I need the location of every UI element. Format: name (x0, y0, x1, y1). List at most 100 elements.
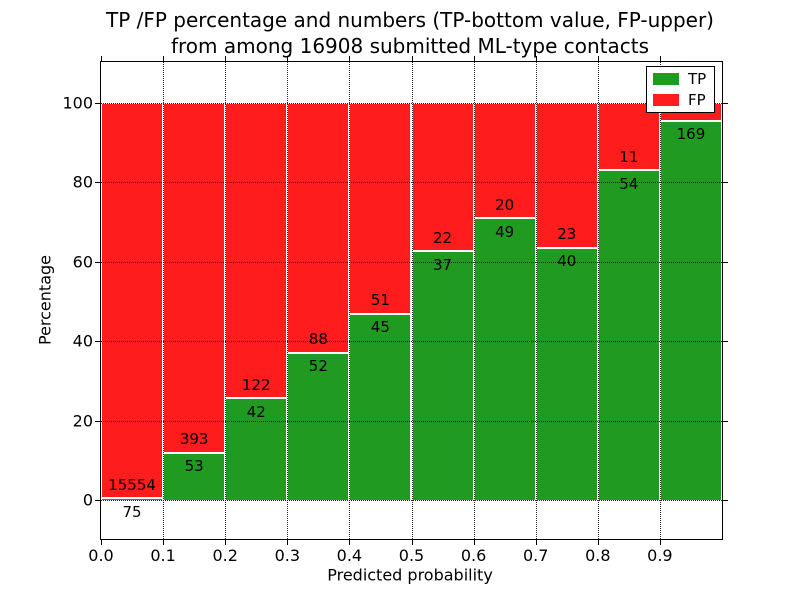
gridline-vertical (349, 62, 351, 539)
x-tick-mark-top (411, 55, 413, 61)
x-tick-mark-top (349, 55, 351, 61)
legend-label-tp: TP (688, 69, 707, 88)
fp-count-label: 88 (308, 330, 328, 349)
legend-item-fp: FP (653, 90, 708, 109)
x-tick-mark (225, 540, 227, 546)
x-tick-mark (287, 540, 289, 546)
bar-tp-segment (659, 120, 722, 500)
tp-count-label: 75 (122, 502, 142, 521)
x-tick-label: 0.8 (585, 546, 611, 565)
tp-count-label: 54 (619, 174, 639, 193)
x-tick-label: 0.2 (212, 546, 238, 565)
y-tick-label: 0 (82, 490, 93, 510)
tp-count-label: 42 (246, 402, 266, 421)
fp-count-label: 15554 (108, 475, 156, 494)
bar-fp-segment (287, 103, 350, 353)
bar-fp-segment (101, 103, 164, 498)
tp-count-label: 45 (370, 318, 390, 337)
x-tick-label: 0.4 (336, 546, 363, 565)
tp-count-label: 52 (308, 357, 328, 376)
y-tick-mark (94, 261, 100, 263)
x-tick-mark-top (535, 55, 537, 61)
tp-count-label: 169 (676, 125, 706, 144)
y-tick-mark-right (723, 103, 729, 104)
legend-label-fp: FP (688, 90, 706, 109)
x-tick-mark-top (597, 55, 599, 61)
x-tick-label: 0.7 (522, 546, 549, 565)
x-tick-mark-top (163, 55, 165, 61)
y-tick-mark-right (723, 261, 729, 263)
y-tick-label: 100 (62, 93, 93, 113)
gridline-vertical (225, 62, 227, 539)
plot-area: 75 15554 53 393 42 122 52 88 45 51 37 22 49 20 40 23 54 1… (62, 55, 729, 565)
x-tick-label: 0.1 (150, 546, 176, 565)
y-tick-label: 60 (72, 252, 93, 272)
gridline-vertical (411, 62, 413, 539)
x-tick-mark (101, 540, 102, 546)
gridline-vertical (659, 62, 661, 539)
bar-tp-segment (101, 498, 164, 500)
x-tick-mark-top (287, 55, 289, 61)
chart-title-line1: TP /FP percentage and numbers (TP-bottom… (106, 8, 714, 32)
tp-count-label: 53 (184, 457, 204, 476)
x-tick-mark (411, 540, 413, 546)
chart-title: TP /FP percentage and numbers (TP-bottom… (106, 8, 714, 59)
gridline-vertical (597, 62, 599, 539)
y-tick-mark (94, 182, 100, 184)
y-tick-mark-right (723, 420, 729, 422)
x-tick-mark (535, 540, 537, 546)
x-tick-mark (597, 540, 599, 546)
x-tick-label: 0.5 (398, 546, 425, 565)
y-tick-mark-right (723, 182, 729, 184)
x-tick-label: 0.0 (88, 546, 114, 565)
gridline-vertical (163, 62, 165, 539)
y-tick-label: 20 (72, 411, 93, 431)
x-tick-mark (163, 540, 165, 546)
fp-count-label: 20 (495, 195, 515, 214)
x-tick-label: 0.6 (460, 546, 487, 565)
fp-swatch-icon (653, 94, 679, 106)
fp-count-label: 122 (241, 375, 271, 394)
bar-tp-segment (411, 251, 474, 500)
fp-count-label: 11 (619, 147, 639, 166)
bar-tp-segment (597, 170, 660, 500)
tp-swatch-icon (653, 73, 679, 85)
x-tick-mark (473, 540, 475, 546)
y-tick-mark (94, 103, 100, 104)
y-tick-mark (94, 341, 100, 343)
legend-item-tp: TP (653, 69, 708, 88)
y-tick-mark (94, 420, 100, 422)
bar-fp-segment (225, 103, 288, 399)
x-tick-mark-top (659, 55, 661, 61)
x-tick-mark-top (473, 55, 475, 61)
x-axis-label: Predicted probability (327, 565, 493, 585)
fp-count-label: 23 (557, 225, 577, 244)
x-tick-mark-top (101, 55, 102, 61)
y-tick-label: 40 (72, 331, 93, 351)
bar-fp-segment (163, 103, 226, 453)
x-tick-mark (659, 540, 661, 546)
y-tick-label: 80 (72, 172, 93, 192)
gridline-vertical (287, 62, 289, 539)
x-tick-label: 0.3 (274, 546, 301, 565)
legend: TP FP (646, 66, 715, 113)
tp-count-label: 49 (495, 222, 515, 241)
bar-tp-segment (535, 247, 598, 500)
x-tick-label: 0.9 (647, 546, 673, 565)
fp-count-label: 22 (433, 228, 453, 247)
y-tick-mark-right (723, 341, 729, 343)
tp-count-label: 40 (557, 252, 577, 271)
bar-fp-segment (349, 103, 412, 314)
bar-tp-segment (349, 313, 412, 500)
x-tick-mark (349, 540, 351, 546)
fp-count-label: 393 (179, 430, 209, 449)
gridline-vertical (535, 62, 537, 539)
gridline-vertical (473, 62, 475, 539)
x-tick-mark-top (225, 55, 227, 61)
y-tick-mark (94, 500, 100, 501)
chart-title-line2: from among 16908 submitted ML-type conta… (170, 33, 650, 58)
fp-count-label: 51 (370, 291, 390, 310)
y-tick-mark-right (723, 500, 729, 501)
bar-tp-segment (473, 218, 536, 500)
